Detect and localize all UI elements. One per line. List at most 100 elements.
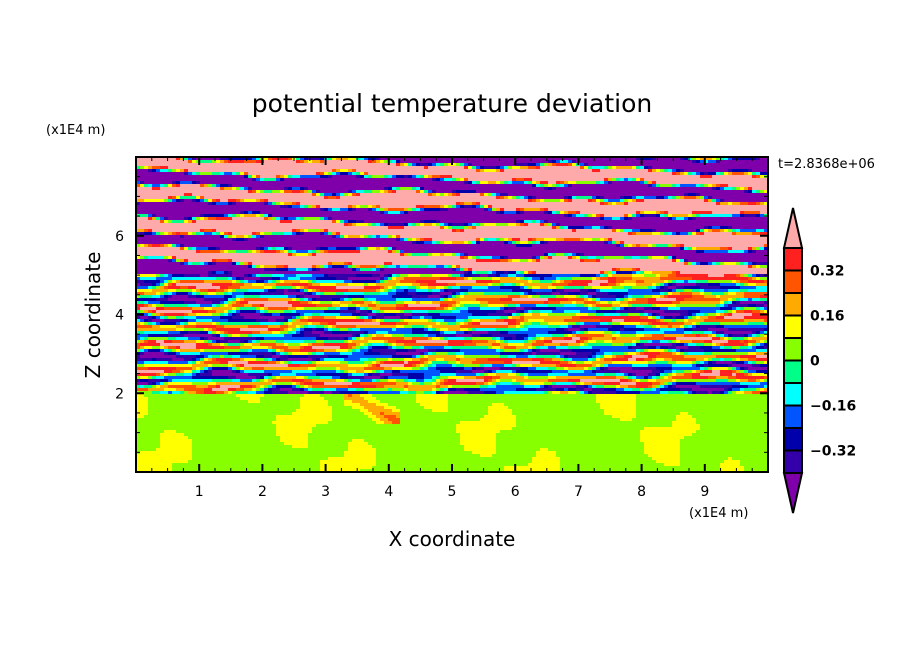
contour-band: [508, 331, 549, 335]
contour-band: [492, 334, 517, 338]
contour-band: [452, 364, 457, 368]
contour-band: [452, 178, 457, 182]
contour-band: [652, 304, 657, 308]
contour-band: [592, 214, 597, 218]
contour-band: [388, 160, 393, 164]
contour-band: [304, 232, 321, 236]
contour-band: [684, 217, 689, 221]
contour-band: [740, 283, 745, 287]
contour-band: [640, 433, 693, 437]
contour-band: [640, 388, 645, 392]
contour-band: [520, 349, 525, 353]
contour-band: [204, 307, 213, 311]
contour-band: [704, 319, 745, 323]
contour-band: [460, 265, 749, 269]
contour-band: [720, 307, 733, 311]
contour-band: [556, 382, 573, 386]
contour-band: [588, 358, 593, 362]
contour-band: [364, 334, 369, 338]
contour-band: [564, 319, 601, 323]
contour-band: [672, 232, 677, 236]
contour-band: [328, 175, 333, 179]
contour-band: [684, 328, 693, 332]
contour-band: [492, 343, 501, 347]
contour-band: [564, 388, 569, 392]
contour-band: [724, 172, 729, 176]
contour-band: [496, 166, 501, 170]
contour-band: [176, 373, 185, 377]
contour-band: [460, 268, 465, 272]
contour-band: [192, 448, 349, 452]
contour-band: [752, 265, 757, 269]
contour-band: [308, 445, 349, 449]
contour-band: [752, 337, 769, 341]
contour-band: [580, 343, 585, 347]
contour-band: [728, 337, 733, 341]
contour-band: [212, 202, 217, 206]
contour-band: [644, 166, 649, 170]
contour-band: [304, 295, 321, 299]
contour-band: [580, 322, 585, 326]
contour-band: [464, 253, 469, 257]
contour-band: [728, 247, 733, 251]
contour-band: [372, 307, 381, 311]
contour-band: [140, 337, 145, 341]
contour-band: [636, 406, 769, 410]
colorbar-swatch: [783, 337, 803, 362]
contour-band: [596, 352, 605, 356]
contour-band: [164, 244, 169, 248]
contour-band: [136, 280, 145, 284]
contour-band: [384, 175, 389, 179]
contour-band: [320, 268, 353, 272]
contour-band: [524, 349, 529, 353]
contour-band: [348, 448, 377, 452]
contour-band: [460, 193, 481, 197]
contour-band: [232, 172, 237, 176]
contour-band: [560, 391, 569, 395]
contour-band: [532, 295, 541, 299]
contour-band: [192, 289, 197, 293]
contour-band: [580, 331, 585, 335]
contour-band: [272, 157, 289, 161]
contour-band: [152, 385, 157, 389]
contour-band: [356, 346, 361, 350]
contour-band: [744, 214, 757, 218]
contour-band: [728, 292, 737, 296]
contour-band: [152, 232, 157, 236]
contour-band: [176, 256, 461, 260]
contour-band: [464, 322, 469, 326]
contour-band: [252, 343, 261, 347]
contour-band: [408, 223, 413, 227]
contour-band: [316, 292, 321, 296]
contour-band: [680, 442, 769, 446]
contour-band: [656, 313, 661, 317]
contour-band: [380, 370, 385, 374]
contour-band: [260, 265, 265, 269]
contour-band: [632, 304, 653, 308]
contour-band: [184, 301, 197, 305]
contour-band: [296, 316, 301, 320]
contour-band: [468, 178, 513, 182]
contour-band: [680, 349, 685, 353]
contour-band: [744, 334, 749, 338]
contour-band: [516, 415, 613, 419]
contour-band: [660, 313, 681, 317]
contour-band: [268, 247, 273, 251]
contour-band: [204, 280, 233, 284]
contour-band: [156, 310, 193, 314]
contour-band: [144, 415, 277, 419]
contour-band: [600, 238, 605, 242]
contour-band: [612, 178, 617, 182]
contour-band: [444, 193, 449, 197]
contour-band: [660, 286, 665, 290]
contour-band: [136, 169, 149, 173]
contour-band: [712, 391, 721, 395]
contour-band: [532, 358, 545, 362]
contour-band: [528, 334, 537, 338]
contour-band: [596, 274, 601, 278]
contour-band: [560, 325, 569, 329]
contour-band: [408, 238, 413, 242]
contour-band: [312, 250, 317, 254]
contour-band: [416, 208, 421, 212]
contour-band: [176, 280, 181, 284]
